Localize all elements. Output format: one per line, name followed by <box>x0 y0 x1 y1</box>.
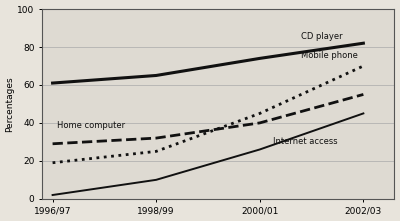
Y-axis label: Percentages: Percentages <box>6 76 14 132</box>
Text: Home computer: Home computer <box>57 122 125 130</box>
Text: Internet access: Internet access <box>273 137 337 146</box>
Text: CD player: CD player <box>301 32 343 41</box>
Text: Mobile phone: Mobile phone <box>301 51 358 60</box>
